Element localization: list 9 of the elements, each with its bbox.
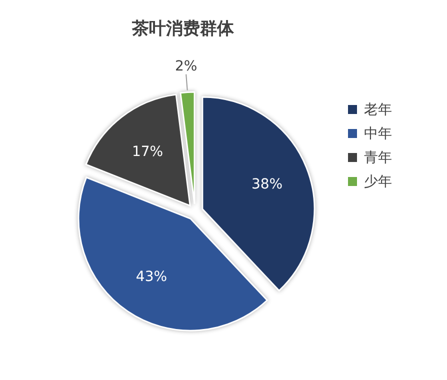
data-label: 43% xyxy=(136,269,168,286)
chart-title: 茶叶消费群体 xyxy=(131,19,235,39)
data-label: 17% xyxy=(132,144,164,160)
data-label: 38% xyxy=(251,176,283,192)
legend-label: 中年 xyxy=(364,126,392,142)
data-label: 2% xyxy=(174,58,198,74)
legend-label: 少年 xyxy=(364,174,392,190)
legend-label: 青年 xyxy=(364,150,392,166)
legend-label: 老年 xyxy=(364,102,392,118)
